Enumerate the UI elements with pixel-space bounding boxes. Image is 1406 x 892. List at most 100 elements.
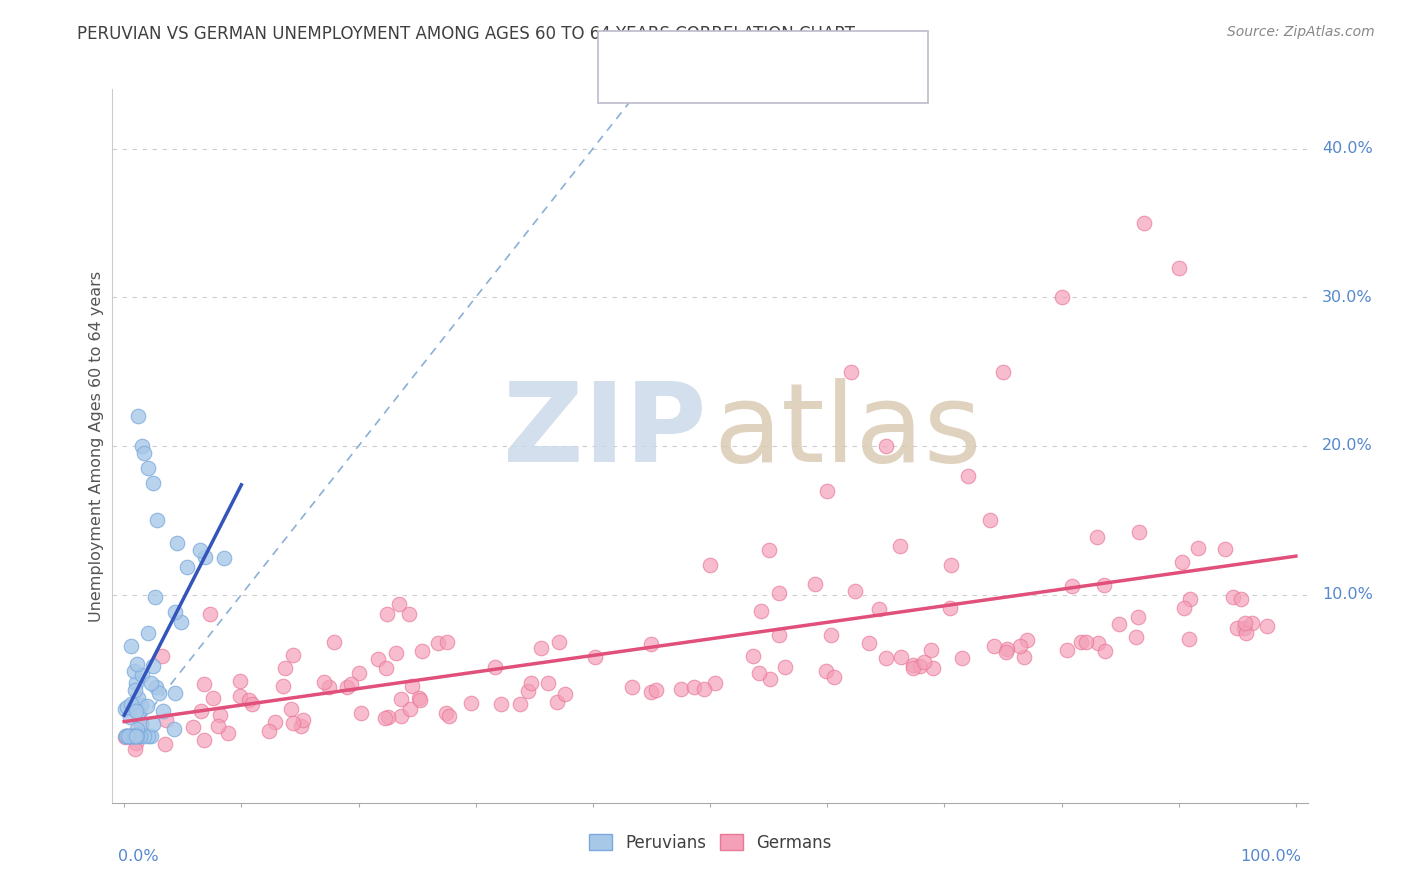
Point — [1234, 625, 1257, 640]
Point — [145, 681, 167, 695]
Text: R = 0.378   N = 144: R = 0.378 N = 144 — [651, 71, 818, 89]
Point — [1132, 216, 1154, 230]
Point — [912, 655, 935, 669]
Point — [374, 660, 396, 674]
Point — [1187, 541, 1209, 556]
Point — [115, 729, 138, 743]
Point — [292, 713, 315, 727]
Point — [336, 680, 359, 694]
Text: 30.0%: 30.0% — [1322, 290, 1372, 305]
Point — [350, 706, 373, 720]
Point — [125, 729, 148, 743]
Point — [132, 729, 155, 743]
Point — [127, 657, 149, 671]
Point — [620, 681, 643, 695]
Point — [875, 651, 897, 665]
Point — [120, 640, 142, 654]
Point — [1070, 634, 1092, 648]
Point — [323, 635, 346, 649]
Point — [889, 539, 911, 553]
Text: PERUVIAN VS GERMAN UNEMPLOYMENT AMONG AGES 60 TO 64 YEARS CORRELATION CHART: PERUVIAN VS GERMAN UNEMPLOYMENT AMONG AG… — [77, 25, 855, 43]
Point — [389, 709, 412, 723]
Point — [1126, 610, 1149, 624]
Point — [748, 666, 770, 681]
Point — [1213, 542, 1236, 557]
Point — [142, 476, 165, 491]
Point — [1222, 590, 1244, 604]
Point — [640, 685, 662, 699]
Point — [128, 729, 150, 743]
Point — [692, 681, 714, 696]
Point — [844, 583, 866, 598]
Point — [125, 675, 148, 690]
Point — [153, 737, 176, 751]
Point — [683, 680, 706, 694]
Point — [1125, 630, 1147, 644]
Point — [136, 729, 159, 743]
Point — [193, 676, 215, 690]
Point — [374, 711, 396, 725]
Point — [238, 693, 260, 707]
Text: atlas: atlas — [714, 378, 983, 485]
Point — [283, 716, 305, 731]
Point — [142, 659, 165, 673]
Point — [815, 483, 838, 498]
Point — [163, 686, 186, 700]
Point — [1085, 530, 1108, 544]
Text: 20.0%: 20.0% — [1322, 439, 1372, 453]
Point — [983, 639, 1005, 653]
Point — [1230, 592, 1253, 607]
Text: 100.0%: 100.0% — [1240, 849, 1302, 864]
Text: R = 0.391   N =   61: R = 0.391 N = 61 — [651, 42, 818, 60]
Point — [804, 577, 827, 591]
Point — [125, 736, 148, 750]
Point — [554, 687, 576, 701]
Point — [131, 439, 153, 453]
Point — [127, 705, 149, 719]
Point — [127, 722, 149, 736]
Point — [127, 409, 149, 424]
Point — [148, 686, 170, 700]
Point — [903, 661, 925, 675]
Point — [118, 729, 141, 743]
Point — [437, 708, 460, 723]
Point — [411, 644, 433, 658]
Point — [141, 729, 163, 743]
Point — [920, 643, 942, 657]
Point — [128, 729, 150, 743]
Point — [979, 513, 1001, 527]
Point — [408, 691, 430, 706]
Point — [135, 698, 157, 713]
Point — [768, 585, 790, 599]
Text: 10.0%: 10.0% — [1322, 587, 1372, 602]
Point — [868, 601, 890, 615]
Point — [202, 690, 225, 705]
Text: 0.0%: 0.0% — [118, 849, 159, 864]
Point — [950, 651, 973, 665]
Point — [921, 660, 943, 674]
Point — [1225, 621, 1247, 635]
Point — [150, 648, 173, 663]
Point — [124, 729, 146, 743]
Point — [759, 672, 782, 686]
Point — [839, 365, 862, 379]
Point — [114, 730, 136, 744]
Point — [749, 604, 772, 618]
Point — [399, 702, 422, 716]
Point — [939, 601, 962, 615]
Point — [125, 729, 148, 743]
Point — [118, 709, 141, 723]
Text: 40.0%: 40.0% — [1322, 141, 1372, 156]
Point — [122, 664, 145, 678]
Point — [121, 729, 143, 743]
Point — [122, 729, 145, 743]
Point — [823, 670, 845, 684]
Point — [994, 645, 1017, 659]
Point — [1167, 260, 1189, 275]
Point — [146, 513, 169, 527]
Point — [347, 665, 370, 680]
Point — [1010, 639, 1032, 653]
Point — [367, 652, 389, 666]
Point — [409, 693, 432, 707]
Point — [1178, 632, 1201, 646]
